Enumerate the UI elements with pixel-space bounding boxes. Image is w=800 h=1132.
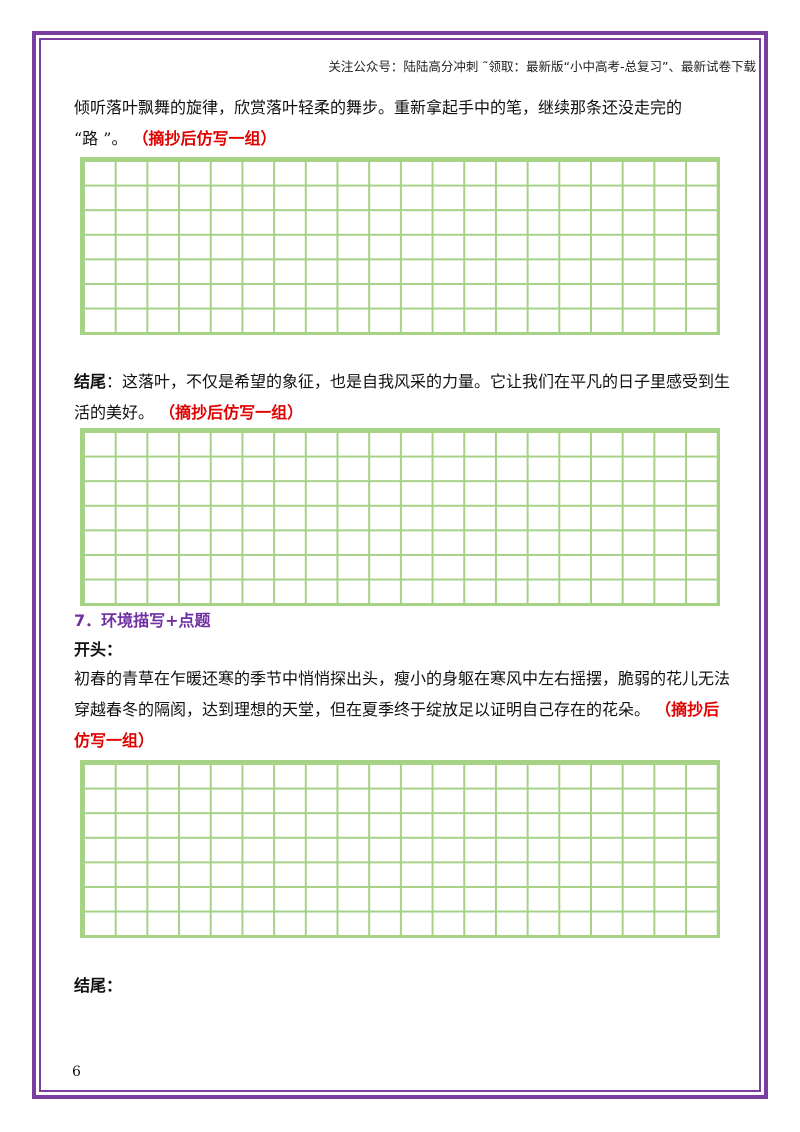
section-heading: 7．环境描写+点题 — [74, 611, 211, 630]
writing-grid-2[interactable] — [80, 428, 720, 606]
copy-instruction: （摘抄后仿写一组） — [132, 129, 277, 148]
copy-instruction: （摘抄后仿写一组） — [74, 700, 720, 750]
writing-grid-1[interactable] — [80, 157, 720, 335]
block1-line1: 倾听落叶飘舞的旋律，欣赏落叶轻柔的舞步。重新拿起手中的笔，继续那条还没走完的 — [74, 98, 683, 117]
header-note: 关注公众号：陆陆高分冲刺 ˜领取：最新版“小中高考-总复习”、最新试卷下载 — [328, 59, 756, 74]
paragraph-opening: 初春的青草在乍暖还寒的季节中悄悄探出头，瘦小的身躯在寒风中左右摇摆，脆弱的花儿无… — [74, 663, 734, 756]
page-number: 6 — [72, 1064, 81, 1080]
opening-label: 开头： — [74, 640, 123, 659]
ending-label-2: 结尾： — [74, 976, 123, 995]
paragraph-ending1: 结尾：这落叶，不仅是希望的象征，也是自我风采的力量。它让我们在平凡的日子里感受到… — [74, 366, 734, 428]
ending-text: ：这落叶，不仅是希望的象征，也是自我风采的力量。它让我们在平凡的日子里感受到生活… — [74, 372, 731, 422]
copy-instruction: （摘抄后仿写一组） — [159, 403, 304, 422]
page-border-outer — [32, 31, 768, 1099]
writing-grid-3[interactable] — [80, 760, 720, 938]
block1-line2: “路 ”。 — [74, 129, 128, 148]
ending-label: 结尾 — [74, 372, 107, 391]
opening-text: 初春的青草在乍暖还寒的季节中悄悄探出头，瘦小的身躯在寒风中左右摇摆，脆弱的花儿无… — [74, 669, 731, 719]
paragraph-block1: 倾听落叶飘舞的旋律，欣赏落叶轻柔的舞步。重新拿起手中的笔，继续那条还没走完的 “… — [74, 92, 734, 154]
page-border-inner — [39, 38, 761, 1092]
